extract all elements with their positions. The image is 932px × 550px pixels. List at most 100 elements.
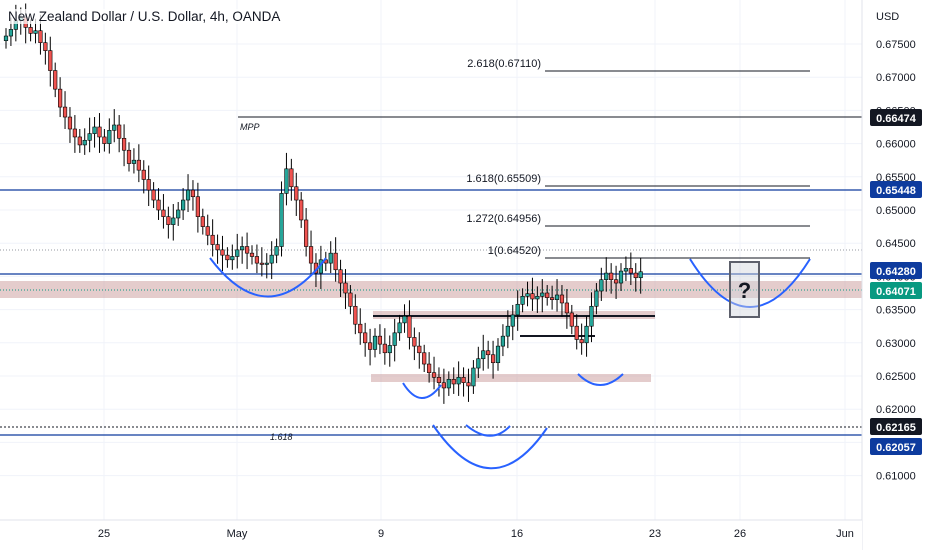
price-tick-label: 0.66000 [876,139,916,151]
candle-down [569,312,574,327]
time-tick-23: 23 [649,528,661,540]
currency-label: USD [876,11,899,23]
candle-down [451,379,456,385]
candle-down [210,234,215,245]
candle-up [264,262,269,265]
time-tick-26: 26 [734,528,746,540]
resistance-zone[interactable] [0,281,862,298]
badge-64280: 0.64280 [870,262,922,279]
candle-down [407,315,412,338]
candle-up [540,292,545,297]
candle-up [520,296,525,305]
question-box[interactable] [729,261,760,318]
candle-up [112,124,117,131]
svg-text:0.64071: 0.64071 [876,286,916,298]
horizontal-grid [0,43,862,477]
candle-down [200,216,205,227]
candle-up [3,35,9,41]
left-shoulder-arc [209,257,327,298]
candle-up [505,325,510,337]
time-tick-9: 9 [378,528,384,540]
vertical-grid [103,0,846,520]
candle-down [417,345,422,354]
badge-66474: 0.66474 [870,109,922,126]
candle-down [545,292,550,298]
candle-down [156,199,161,211]
candle-up [185,189,191,201]
badge-62057: 0.62057 [870,438,922,455]
shoulder-zone[interactable] [371,374,651,382]
badge-64071: 0.64071 [870,282,922,299]
fib-1-label: 1(0.64520) [488,245,541,257]
candle-up [604,272,609,281]
candle-down [77,136,82,146]
candle-up [8,29,14,37]
candle-down [62,106,68,118]
candle-down [205,226,210,236]
candle-up [392,332,397,346]
candle-up [481,350,486,360]
candle-down [28,27,33,34]
candle-down [633,272,638,279]
candle-up [599,279,604,292]
candle-up [131,159,137,164]
fib-1272-label: 1.272(0.64956) [466,213,541,225]
time-tick-may: May [227,528,248,540]
candle-down [466,382,471,387]
candle-up [584,325,589,344]
candle-up [589,305,594,327]
candle-down [530,293,535,300]
candle-up [515,303,520,316]
candle-down [377,335,383,345]
price-tick-label: 0.67500 [876,39,916,51]
candle-up [240,246,245,251]
candle-down [422,352,427,365]
candle-down [195,196,200,217]
candle-down [412,337,417,347]
candle-down [490,354,496,364]
candlestick-series [3,3,643,404]
price-badges: 0.66474 0.65448 0.64280 0.64071 0.62165 … [870,109,922,455]
candle-down [43,42,48,51]
candle-down [117,124,122,139]
chart-title: New Zealand Dollar / U.S. Dollar, 4h, OA… [6,9,283,24]
pattern-arcs[interactable] [209,257,811,470]
candle-down [550,297,555,300]
time-tick-25: 25 [98,528,110,540]
time-axis[interactable]: 25 May 9 16 23 26 Jun [0,519,862,550]
candle-down [225,254,230,261]
ext-1618-label: 1.618 [270,432,293,442]
badge-62165: 0.62165 [870,418,922,435]
price-tick-label: 0.67000 [876,72,916,84]
head-arc [432,424,548,470]
candle-up [510,314,515,327]
candle-down [67,116,73,130]
candle-down [353,305,358,325]
candle-down [367,342,373,350]
time-tick-jun: Jun [836,528,854,540]
candle-down [363,332,368,344]
candle-down [609,272,614,281]
candle-down [343,282,348,294]
candle-up [446,379,451,389]
candle-down [486,350,491,356]
candle-down [244,246,250,254]
candle-down [564,302,569,314]
candle-down [382,343,387,354]
candle-down [146,179,151,191]
candle-down [461,377,466,383]
candle-up [397,322,402,334]
candle-up [230,256,235,261]
candle-up [372,335,378,350]
price-tick-label: 0.61000 [876,471,916,483]
candle-down [102,136,107,144]
candle-down [574,325,579,340]
svg-text:0.66474: 0.66474 [876,113,917,125]
svg-text:0.64280: 0.64280 [876,266,916,278]
candle-up [471,367,476,387]
small-right-arc [577,373,624,386]
candle-down [136,159,141,171]
candle-down [299,199,304,221]
candle-up [535,296,540,300]
